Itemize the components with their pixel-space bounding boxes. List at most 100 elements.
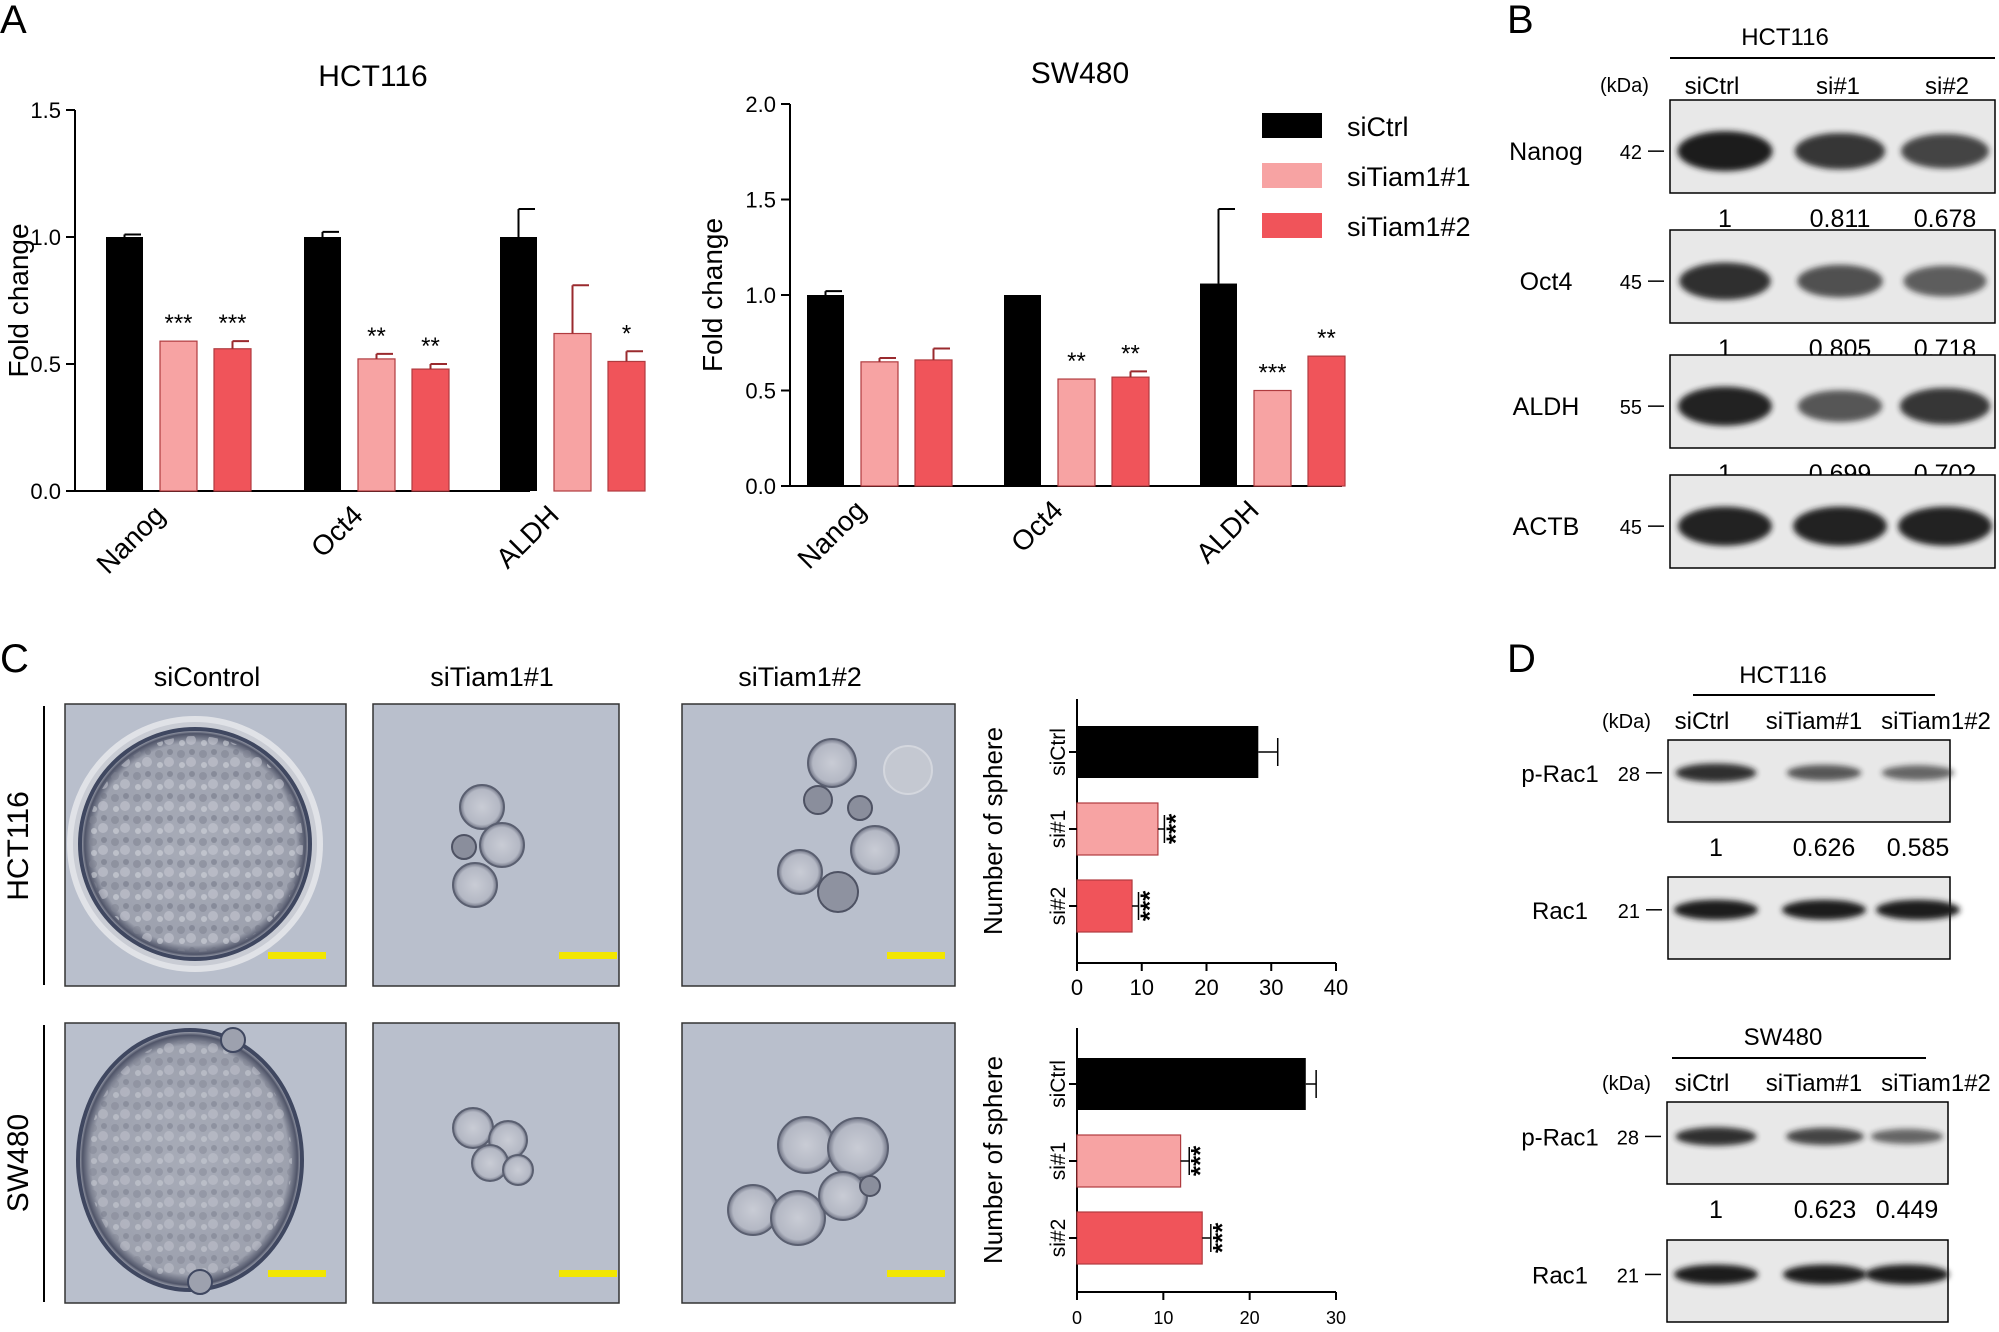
protein-label: Nanog xyxy=(1509,138,1583,166)
protein-band xyxy=(1876,899,1960,920)
y-axis-label: Number of sphere xyxy=(978,1056,1008,1264)
category-label: siCtrl xyxy=(1047,728,1070,776)
bar xyxy=(1076,1134,1182,1188)
significance-marker: ** xyxy=(1067,348,1086,375)
protein-label: p-Rac1 xyxy=(1521,1124,1598,1151)
band-quantification: 0.449 xyxy=(1876,1196,1939,1224)
micro-col-sicontrol: siControl xyxy=(154,662,261,692)
y-tick-label: 0.5 xyxy=(30,352,61,377)
protein-band xyxy=(1903,265,1987,297)
legend-label-sitiam1-2: siTiam1#2 xyxy=(1347,212,1471,242)
x-tick-label: 30 xyxy=(1326,1308,1346,1328)
protein-band xyxy=(1678,386,1772,426)
bar xyxy=(807,295,844,486)
protein-band xyxy=(1899,387,1991,425)
micrograph-sw480-sitiam1-2 xyxy=(681,1022,956,1304)
protein-band xyxy=(1783,1264,1867,1285)
x-tick-label: 10 xyxy=(1153,1308,1173,1328)
band-quantification: 1 xyxy=(1718,205,1732,233)
kda-marker: 55 xyxy=(1620,397,1642,419)
category-label: Nanog xyxy=(791,494,871,574)
blot-d2-lane-1: siCtrl xyxy=(1675,1070,1730,1097)
protein-band xyxy=(1786,1127,1864,1146)
protein-band xyxy=(1865,1264,1949,1285)
chart-title: SW480 xyxy=(1031,57,1129,90)
panel-label-b: B xyxy=(1507,0,1534,42)
bar xyxy=(159,340,198,492)
band-quantification: 0.585 xyxy=(1887,834,1950,862)
y-axis-label: Fold change xyxy=(697,218,728,372)
bar xyxy=(553,332,592,492)
kda-marker: 21 xyxy=(1617,1265,1639,1287)
legend: siCtrl siTiam1#1 siTiam1#2 xyxy=(1262,112,1471,242)
bar xyxy=(106,237,143,491)
bar xyxy=(500,237,537,491)
micro-row-sw480: SW480 xyxy=(2,1114,35,1212)
protein-band xyxy=(1782,899,1866,920)
y-tick-label: 0.0 xyxy=(745,474,776,499)
protein-band xyxy=(1881,765,1955,781)
significance-marker: *** xyxy=(1160,813,1190,844)
legend-label-sictrl: siCtrl xyxy=(1347,112,1409,142)
category-label: Oct4 xyxy=(305,499,369,563)
protein-band xyxy=(1679,262,1771,300)
significance-marker: *** xyxy=(1258,360,1286,387)
blot-d2-lane-3: siTiam1#2 xyxy=(1881,1070,1991,1097)
bar xyxy=(1077,1058,1306,1110)
protein-label: ALDH xyxy=(1513,393,1580,421)
category-label: si#1 xyxy=(1047,810,1070,849)
x-tick-label: 40 xyxy=(1324,975,1348,1000)
bar xyxy=(1076,879,1133,933)
y-tick-label: 0.0 xyxy=(30,479,61,504)
significance-marker: ** xyxy=(1317,325,1336,352)
blot-d2-cell-line: SW480 xyxy=(1744,1024,1823,1051)
protein-band xyxy=(1797,264,1883,298)
blot-b-lane-3: si#2 xyxy=(1925,73,1969,100)
micro-col-sitiam1-2: siTiam1#2 xyxy=(738,662,862,692)
blot-d1-cell-line: HCT116 xyxy=(1739,662,1827,689)
western-blot-d-hct116: HCT116 (kDa) siCtrl siTiam#1 siTiam1#2 p… xyxy=(1521,662,1991,960)
y-tick-label: 1.0 xyxy=(745,283,776,308)
protein-label: Rac1 xyxy=(1532,898,1588,925)
scale-bar xyxy=(559,1270,617,1277)
bar xyxy=(357,358,396,492)
category-label: si#2 xyxy=(1047,887,1070,926)
significance-marker: ** xyxy=(367,323,386,350)
bar xyxy=(1077,726,1259,778)
y-tick-label: 1.5 xyxy=(30,98,61,123)
blot-d1-lane-1: siCtrl xyxy=(1675,708,1730,735)
bar xyxy=(1076,802,1159,856)
western-blot-d-sw480: SW480 (kDa) siCtrl siTiam#1 siTiam1#2 p-… xyxy=(1521,1024,1991,1323)
protein-label: Rac1 xyxy=(1532,1262,1588,1289)
blot-b-kda-label: (kDa) xyxy=(1600,75,1649,97)
bar xyxy=(1004,295,1041,486)
protein-band xyxy=(1870,1128,1944,1144)
x-tick-label: 30 xyxy=(1259,975,1283,1000)
band-quantification: 0.678 xyxy=(1914,205,1977,233)
scale-bar xyxy=(887,1270,945,1277)
protein-band xyxy=(1786,764,1862,781)
significance-marker: * xyxy=(622,320,631,347)
band-quantification: 0.626 xyxy=(1793,834,1856,862)
micrograph-sw480-sitiam1-1 xyxy=(372,1022,620,1304)
significance-marker: ** xyxy=(421,333,440,360)
significance-marker: *** xyxy=(1207,1222,1237,1253)
x-tick-label: 20 xyxy=(1240,1308,1260,1328)
significance-marker: *** xyxy=(218,310,246,337)
bar xyxy=(1111,376,1150,487)
y-tick-label: 1.0 xyxy=(30,225,61,250)
y-tick-label: 0.5 xyxy=(745,379,776,404)
micrograph-hct116-sitiam1-2 xyxy=(681,703,956,987)
blot-b-lane-1: siCtrl xyxy=(1685,73,1740,100)
hct116-sphere-chart: 0 10 20 30 40 Number of sphere siCtrl si#1 *** si… xyxy=(978,699,1348,1000)
y-axis-label: Number of sphere xyxy=(978,727,1008,935)
panel-label-c: C xyxy=(0,637,29,681)
sw480-sphere-chart: 0 10 20 30 Number of sphere siCtrl si#1 *** si#2… xyxy=(978,1028,1346,1328)
scale-bar xyxy=(887,952,945,959)
protein-label: Oct4 xyxy=(1520,268,1573,296)
protein-band xyxy=(1794,132,1886,170)
bar xyxy=(914,359,953,487)
kda-marker: 28 xyxy=(1618,764,1640,786)
scale-bar xyxy=(559,952,617,959)
